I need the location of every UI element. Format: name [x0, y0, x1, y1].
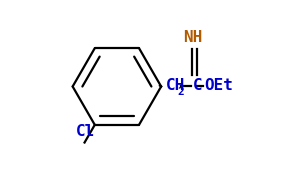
Text: Cl: Cl — [76, 124, 95, 139]
Text: OEt: OEt — [204, 78, 233, 93]
Text: NH: NH — [183, 30, 202, 45]
Text: 2: 2 — [177, 87, 184, 97]
Text: CH: CH — [165, 78, 185, 93]
Text: C: C — [193, 78, 202, 93]
